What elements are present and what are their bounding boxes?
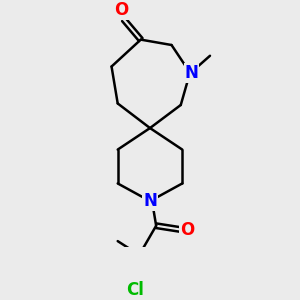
Text: N: N xyxy=(184,64,199,82)
Text: N: N xyxy=(143,192,157,210)
Text: Cl: Cl xyxy=(127,280,144,298)
Text: O: O xyxy=(114,2,129,20)
Text: O: O xyxy=(180,220,194,238)
